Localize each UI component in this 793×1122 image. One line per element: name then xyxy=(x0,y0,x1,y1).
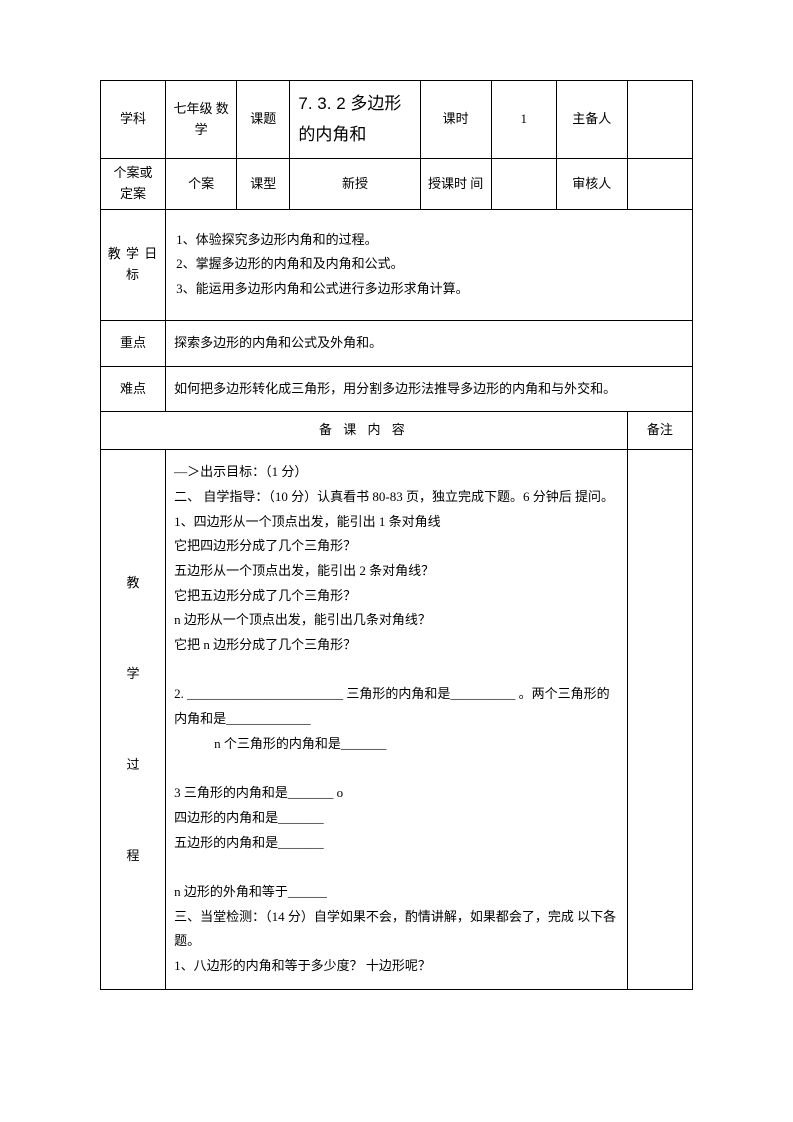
goal-line-1: 1、体验探究多边形内角和的过程。 xyxy=(176,228,682,253)
content-line: 3 三角形的内角和是_______ o xyxy=(174,781,619,806)
keypoint-text: 探索多边形的内角和公式及外角和。 xyxy=(166,320,693,366)
author-label: 主备人 xyxy=(556,81,627,159)
content-body-row: 教 学 过 程 —＞出示目标：（1 分） 二、 自学指导：（10 分）认真看书 … xyxy=(101,450,693,989)
type-value: 新授 xyxy=(290,159,420,210)
process-char-4: 程 xyxy=(107,833,159,879)
content-line: 它把四边形分成了几个三角形？ xyxy=(174,534,619,559)
content-line: n 边形从一个顶点出发，能引出几条对角线？ xyxy=(174,608,619,633)
goal-line-3: 3、能运用多边形内角和公式进行多边形求角计算。 xyxy=(176,277,682,302)
difficulty-text: 如何把多边形转化成三角形，用分割多边形法推导多边形的内角和与外交和。 xyxy=(166,366,693,412)
difficulty-row: 难点 如何把多边形转化成三角形，用分割多边形法推导多边形的内角和与外交和。 xyxy=(101,366,693,412)
goals-row: 教 学 日 标 1、体验探究多边形内角和的过程。 2、掌握多边形的内角和及内角和… xyxy=(101,209,693,320)
process-char-1: 教 xyxy=(107,560,159,606)
content-line: 1、四边形从一个顶点出发，能引出 1 条对角线 xyxy=(174,510,619,535)
content-line xyxy=(174,855,619,880)
content-line: n 边形的外角和等于______ xyxy=(174,880,619,905)
subject-label: 学科 xyxy=(101,81,166,159)
content-line: 五边形的内角和是_______ xyxy=(174,831,619,856)
goals-label: 教 学 日 标 xyxy=(101,209,166,320)
content-section-header: 备 课 内 容 xyxy=(101,412,628,450)
content-line: —＞出示目标：（1 分） xyxy=(174,460,619,485)
content-line: 三、当堂检测：（14 分）自学如果不会，酌情讲解，如果都会了，完成 以下各题。 xyxy=(174,905,619,954)
process-char-2: 学 xyxy=(107,651,159,697)
header-row-2: 个案或 定案 个案 课型 新授 授课时 间 审核人 xyxy=(101,159,693,210)
content-line: 五边形从一个顶点出发，能引出 2 条对角线？ xyxy=(174,559,619,584)
content-line: 1、八边形的内角和等于多少度？ 十边形呢？ xyxy=(174,954,619,979)
goal-line-2: 2、掌握多边形的内角和及内角和公式。 xyxy=(176,252,682,277)
process-label: 教 学 过 程 xyxy=(101,450,166,989)
content-line xyxy=(174,658,619,683)
content-header-row: 备 课 内 容 备注 xyxy=(101,412,693,450)
type-label: 课型 xyxy=(237,159,290,210)
author-value xyxy=(627,81,692,159)
reviewer-label: 审核人 xyxy=(556,159,627,210)
keypoint-row: 重点 探索多边形的内角和公式及外角和。 xyxy=(101,320,693,366)
time-value xyxy=(491,159,556,210)
keypoint-label: 重点 xyxy=(101,320,166,366)
topic-value: 7. 3. 2 多边形的内角和 xyxy=(290,81,420,159)
reviewer-value xyxy=(627,159,692,210)
content-line: 2. ________________________ 三角形的内角和是____… xyxy=(174,682,619,731)
difficulty-label: 难点 xyxy=(101,366,166,412)
plan-value: 个案 xyxy=(166,159,237,210)
content-line: 四边形的内角和是_______ xyxy=(174,806,619,831)
time-label: 授课时 间 xyxy=(420,159,491,210)
content-line xyxy=(174,756,619,781)
remarks-label: 备注 xyxy=(627,412,692,450)
remarks-cell xyxy=(627,450,692,989)
goals-content: 1、体验探究多边形内角和的过程。 2、掌握多边形的内角和及内角和公式。 3、能运… xyxy=(166,209,693,320)
content-line: 它把五边形分成了几个三角形？ xyxy=(174,584,619,609)
lesson-plan-table: 学科 七年级 数学 课题 7. 3. 2 多边形的内角和 课时 1 主备人 个案… xyxy=(100,80,693,990)
process-char-3: 过 xyxy=(107,742,159,788)
content-line: n 个三角形的内角和是_______ xyxy=(174,732,619,757)
period-value: 1 xyxy=(491,81,556,159)
subject-value: 七年级 数学 xyxy=(166,81,237,159)
plan-label: 个案或 定案 xyxy=(101,159,166,210)
period-label: 课时 xyxy=(420,81,491,159)
topic-label: 课题 xyxy=(237,81,290,159)
content-line: 它把 n 边形分成了几个三角形？ xyxy=(174,633,619,658)
main-content-cell: —＞出示目标：（1 分） 二、 自学指导：（10 分）认真看书 80-83 页，… xyxy=(166,450,628,989)
content-line: 二、 自学指导：（10 分）认真看书 80-83 页，独立完成下题。6 分钟后 … xyxy=(174,485,619,510)
header-row-1: 学科 七年级 数学 课题 7. 3. 2 多边形的内角和 课时 1 主备人 xyxy=(101,81,693,159)
